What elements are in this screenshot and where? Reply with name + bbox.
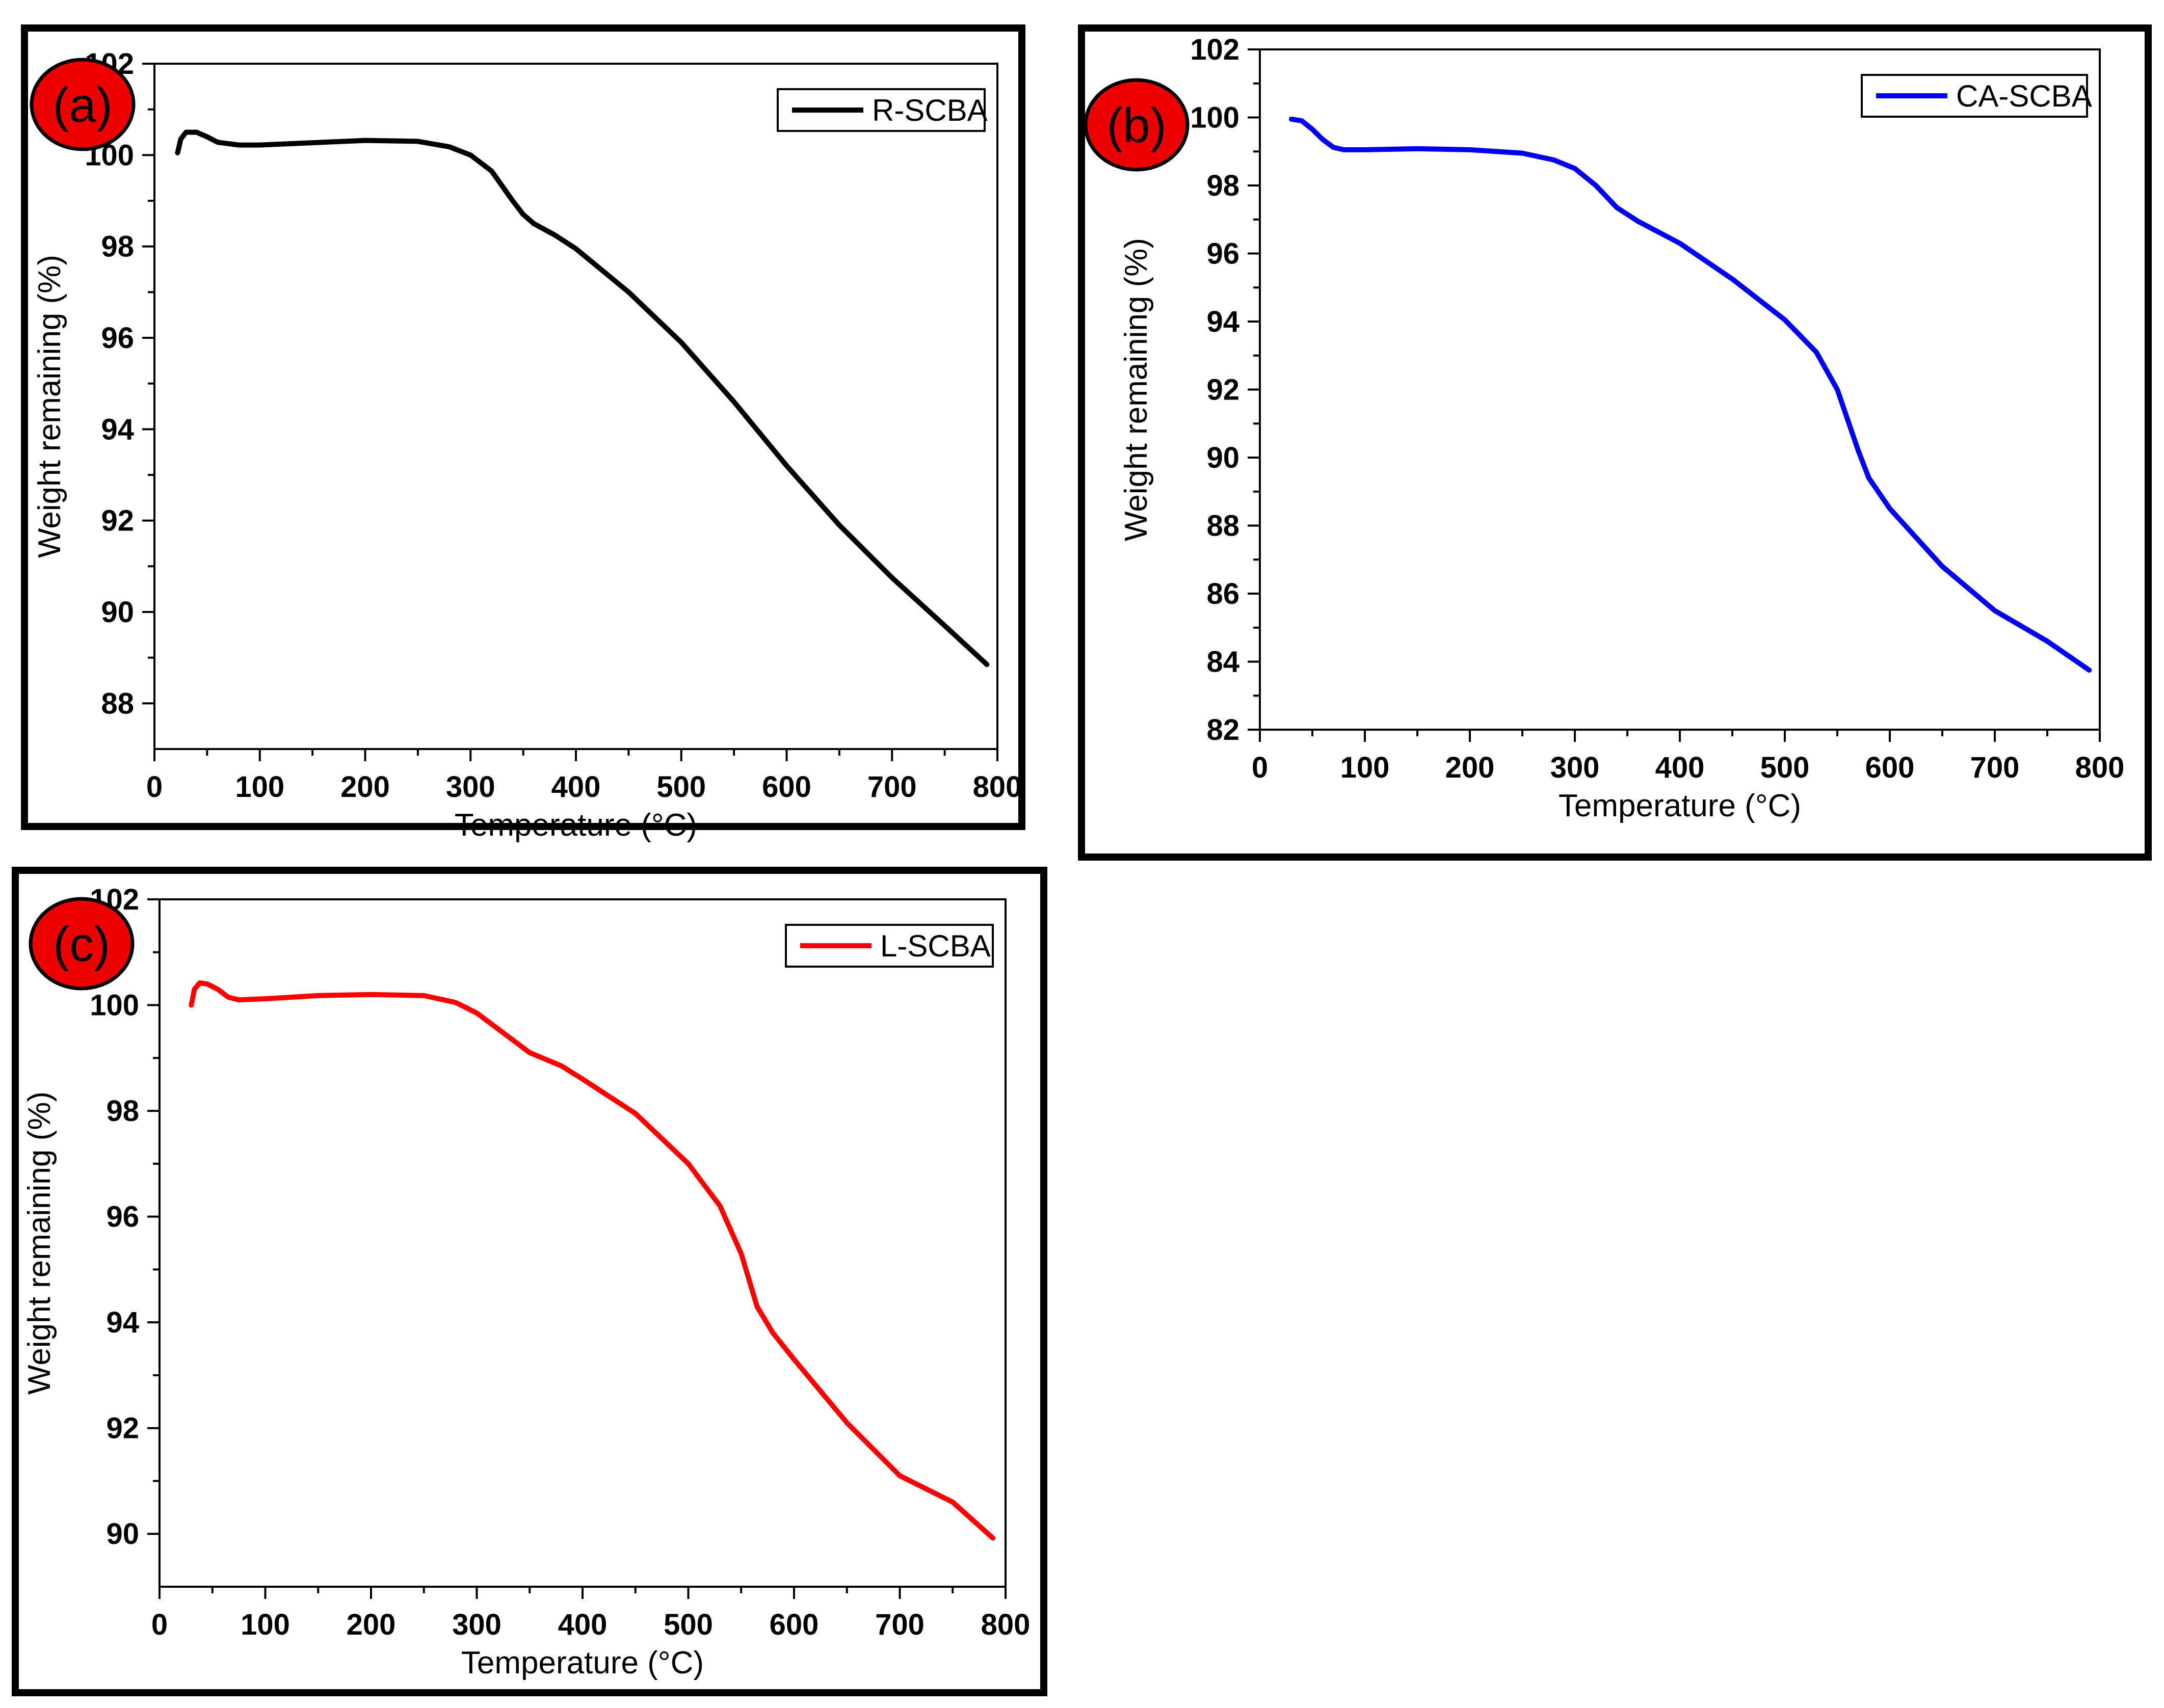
x-tick-label: 200: [340, 770, 390, 804]
panel-label-badge: [30, 58, 136, 151]
x-tick-label: 500: [656, 770, 706, 804]
series-line-l-scba: [189, 980, 996, 1541]
x-tick-label: 600: [770, 1608, 819, 1641]
x-tick-label: 700: [875, 1608, 925, 1641]
y-tick-label: 94: [106, 1306, 139, 1339]
x-tick-label: 0: [1252, 751, 1268, 784]
legend-label: L-SCBA: [880, 929, 991, 963]
x-tick-label: 600: [1865, 751, 1915, 784]
panel-label: (b): [1106, 98, 1166, 153]
x-tick-label: 700: [1970, 751, 2020, 784]
y-tick-label: 86: [1206, 577, 1239, 610]
panel-label: (a): [52, 78, 112, 132]
panel-frame: [21, 24, 1025, 830]
y-tick-label: 88: [1206, 510, 1239, 543]
y-tick-label: 94: [1206, 305, 1239, 338]
x-tick-label: 100: [235, 770, 284, 804]
y-tick-label: 102: [1190, 33, 1239, 66]
y-tick-label: 88: [101, 687, 134, 720]
y-tick-label: 90: [101, 596, 134, 629]
y-tick-label: 92: [101, 504, 134, 538]
series-line-r-scba: [175, 129, 990, 668]
y-tick-label: 96: [106, 1200, 139, 1234]
y-tick-label: 92: [106, 1412, 139, 1445]
y-tick-label: 90: [106, 1517, 139, 1551]
chart-panel-2: 0 100 200 300 400 500 600 700 800 82 84 86 88 90 92 94 9…: [1078, 24, 2152, 861]
x-tick-label: 0: [146, 770, 163, 804]
x-tick-label: 100: [241, 1608, 290, 1641]
x-tick-label: 800: [973, 770, 1022, 804]
chart-panel-3: 0 100 200 300 400 500 600 700 800909294969810010…: [12, 867, 1047, 1696]
legend-label: CA-SCBA: [1956, 79, 2092, 113]
y-tick-label: 90: [1206, 441, 1239, 474]
x-axis-title: Temperature (°C): [1559, 788, 1801, 823]
panel-frame: [12, 867, 1047, 1696]
y-tick-label: 84: [1206, 646, 1239, 679]
x-tick-label: 500: [664, 1608, 713, 1641]
y-tick-label: 98: [101, 230, 134, 263]
panel-label-badge: [1084, 78, 1190, 172]
x-tick-label: 600: [762, 770, 811, 804]
x-tick-label: 400: [558, 1608, 608, 1641]
x-tick-label: 200: [347, 1608, 396, 1641]
x-tick-label: 800: [981, 1608, 1031, 1641]
panel-label-badge: [29, 897, 135, 991]
y-tick-label: 100: [1190, 101, 1239, 135]
x-axis-title: Temperature (°C): [455, 808, 697, 843]
chart-panel-1: 0 100 200 300 400 500 600 700 800889092949698100…: [21, 24, 1025, 843]
y-tick-label: 96: [101, 322, 134, 355]
legend-label: R-SCBA: [872, 93, 988, 127]
x-tick-label: 200: [1445, 751, 1495, 784]
x-tick-label: 300: [1550, 751, 1600, 784]
plot-area-border: [153, 63, 998, 750]
y-axis-title: Weight remaining (%): [32, 255, 67, 558]
x-tick-label: 300: [452, 1608, 502, 1641]
y-axis-title: Weight remaining (%): [22, 1091, 57, 1395]
y-tick-label: 98: [1206, 169, 1239, 202]
x-tick-label: 300: [446, 770, 495, 804]
y-tick-label: 100: [90, 989, 139, 1022]
panel-frame: [1078, 24, 2152, 861]
x-tick-label: 500: [1760, 751, 1810, 784]
x-tick-label: 0: [151, 1608, 168, 1641]
y-tick-label: 94: [101, 413, 134, 446]
y-tick-label: 82: [1206, 713, 1239, 746]
y-tick-label: 96: [1206, 237, 1239, 271]
x-axis-title: Temperature (°C): [461, 1645, 704, 1680]
x-tick-label: 400: [551, 770, 601, 804]
plot-area-border: [159, 898, 1007, 1588]
x-tick-label: 700: [867, 770, 917, 804]
x-tick-label: 400: [1655, 751, 1705, 784]
x-tick-label: 100: [1340, 751, 1390, 784]
y-axis-title: Weight remaining (%): [1119, 238, 1154, 541]
x-tick-label: 800: [2075, 751, 2125, 784]
panel-label: (c): [53, 917, 110, 972]
y-tick-label: 98: [106, 1095, 139, 1128]
series-line-ca-scba: [1288, 116, 2092, 673]
y-tick-label: 92: [1206, 373, 1239, 407]
